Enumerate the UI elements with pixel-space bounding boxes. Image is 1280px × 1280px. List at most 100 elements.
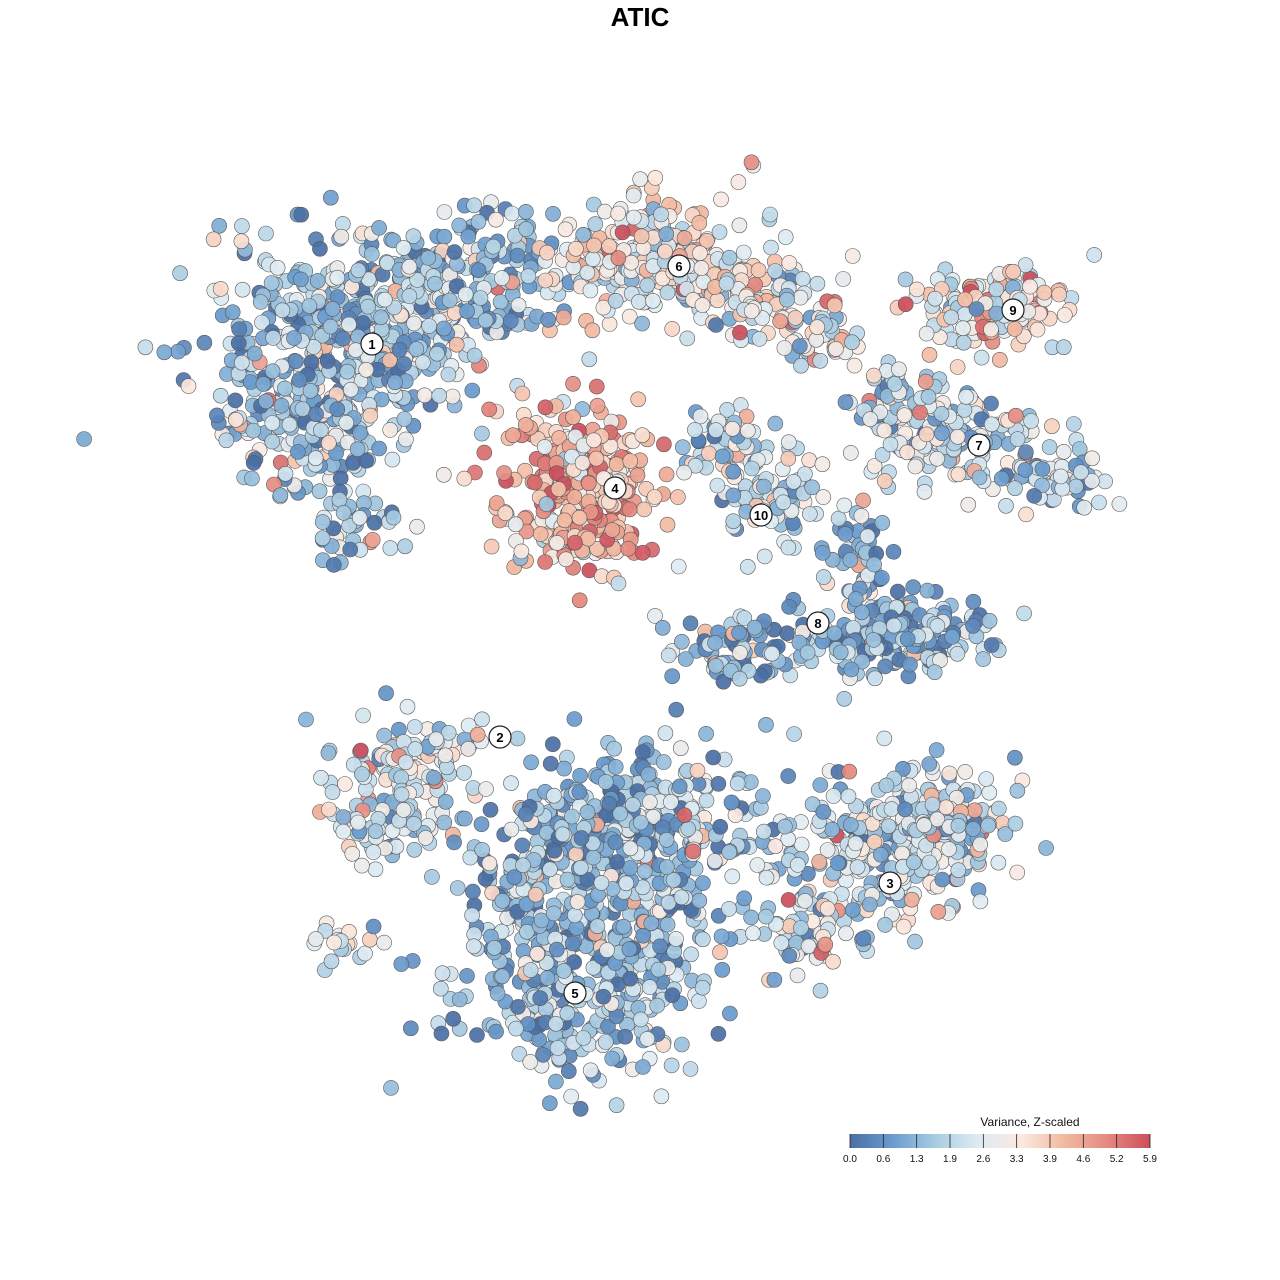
scatter-point [837,526,854,542]
scatter-point [464,382,481,399]
scatter-point [575,1030,592,1046]
scatter-point [941,765,958,782]
scatter-point [824,821,840,838]
scatter-point [350,814,366,831]
scatter-point [459,968,475,984]
scatter-point [554,826,571,843]
scatter-point [355,315,371,331]
scatter-point [832,644,849,661]
cluster-label: 3 [878,871,902,895]
scatter-point [991,351,1008,368]
scatter-point [599,942,615,958]
scatter-point [565,375,581,392]
scatter-point [640,766,657,783]
scatter-point [842,445,859,461]
scatter-point [407,741,424,757]
cluster-label-text: 5 [571,986,578,1001]
scatter-point [532,526,549,542]
scatter-point [1044,418,1060,435]
scatter-point [629,467,646,484]
scatter-point [494,968,511,985]
scatter-point [745,925,761,942]
scatter-point [664,321,681,337]
scatter-point [647,170,664,186]
scatter-point [650,961,667,978]
scatter-point [657,725,674,742]
scatter-point [212,281,229,297]
scatter-point [329,401,346,418]
scatter-point [636,501,653,518]
scatter-point [622,970,639,987]
scatter-point [780,539,797,556]
scatter-point [639,277,656,294]
chart-title: ATIC [610,2,670,32]
scatter-point [878,777,895,794]
scatter-point [546,787,562,804]
scatter-point [298,711,314,728]
scatter-point [564,935,581,952]
scatter-point [744,460,760,477]
scatter-point [766,971,783,988]
scatter-point [826,625,843,642]
scatter-point [793,920,809,936]
scatter-point [828,341,844,357]
scatter-point [775,494,792,511]
scatter-point [523,754,539,771]
scatter-point [322,189,339,206]
legend-tick-label: 5.9 [1143,1154,1157,1165]
scatter-point [620,540,637,557]
scatter-point [212,387,229,404]
scatter-point [691,215,708,231]
scatter-point [245,422,262,439]
scatter-point [352,425,368,441]
scatter-point [273,397,290,414]
scatter-point [485,238,502,255]
scatter-point [607,834,624,851]
scatter-point [563,1088,580,1105]
scatter-point [709,477,726,494]
scatter-point [955,334,972,351]
scatter-point [496,465,512,481]
scatter-point [494,893,511,909]
scatter-point [1007,815,1024,832]
scatter-point [779,625,795,642]
scatter-point [707,657,724,674]
scatter-point [263,275,280,291]
scatter-point [264,415,281,431]
scatter-point [137,339,154,356]
scatter-point [227,392,244,409]
scatter-point [729,775,746,792]
legend-tick-label: 3.9 [1043,1154,1057,1165]
scatter-point [1111,496,1128,512]
scatter-point [433,1025,450,1042]
scatter-point [245,455,262,471]
scatter-point [658,831,675,848]
scatter-point [785,473,802,490]
scatter-point [431,387,448,404]
scatter-point [588,378,605,395]
scatter-point [786,726,802,742]
scatter-point [382,540,399,556]
scatter-point [872,846,889,863]
scatter-point [440,366,457,383]
scatter-point [1023,413,1039,429]
scatter-point [172,265,188,282]
scatter-point [329,269,346,286]
scatter-point [322,318,339,335]
scatter-point [622,453,639,469]
cluster-label: 1 [360,332,384,356]
scatter-point [444,388,461,405]
scatter-point [209,407,225,424]
scatter-point [980,817,997,834]
scatter-point [337,776,353,792]
cluster-label-text: 9 [1009,303,1016,318]
scatter-point [470,262,487,279]
scatter-point [645,292,661,309]
scatter-point [694,297,711,313]
scatter-point [545,206,561,222]
scatter-point [409,272,426,288]
scatter-point [658,466,675,483]
scatter-point [585,849,602,866]
scatter-point [609,854,625,870]
scatter-point [843,661,860,678]
